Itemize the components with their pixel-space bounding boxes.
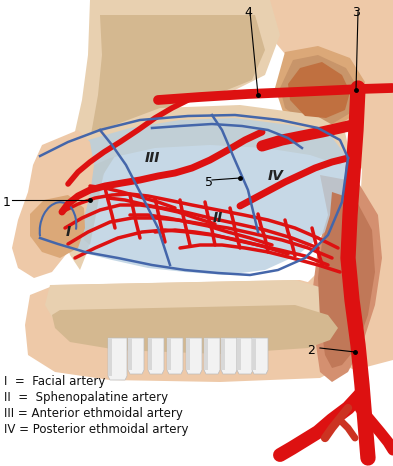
Polygon shape — [252, 338, 268, 374]
Text: III = Anterior ethmoidal artery: III = Anterior ethmoidal artery — [4, 407, 183, 420]
Text: I: I — [66, 225, 71, 239]
Polygon shape — [25, 280, 360, 382]
Polygon shape — [221, 338, 237, 374]
Polygon shape — [186, 338, 202, 374]
Polygon shape — [252, 338, 256, 370]
Polygon shape — [128, 338, 144, 374]
Polygon shape — [288, 62, 350, 118]
Polygon shape — [318, 192, 375, 368]
Polygon shape — [60, 0, 280, 270]
Polygon shape — [45, 280, 345, 352]
Polygon shape — [204, 338, 220, 374]
Text: 4: 4 — [244, 6, 252, 19]
Polygon shape — [167, 338, 171, 370]
Polygon shape — [78, 15, 265, 245]
Polygon shape — [275, 46, 365, 128]
Polygon shape — [204, 338, 208, 370]
Polygon shape — [128, 338, 132, 370]
Text: IV: IV — [268, 169, 284, 183]
Polygon shape — [221, 338, 225, 370]
Polygon shape — [30, 195, 85, 258]
Polygon shape — [35, 118, 348, 275]
Polygon shape — [148, 338, 164, 374]
Text: 1: 1 — [3, 196, 11, 209]
Polygon shape — [52, 305, 338, 354]
Polygon shape — [312, 175, 382, 382]
Text: III: III — [144, 151, 160, 165]
Polygon shape — [148, 338, 152, 370]
Polygon shape — [90, 0, 393, 370]
Polygon shape — [237, 338, 253, 374]
Text: I  =  Facial artery: I = Facial artery — [4, 375, 105, 388]
Polygon shape — [12, 130, 94, 278]
Text: 2: 2 — [307, 344, 315, 357]
Text: II: II — [213, 211, 223, 225]
Text: 3: 3 — [352, 6, 360, 19]
Text: IV = Posterior ethmoidal artery: IV = Posterior ethmoidal artery — [4, 423, 189, 436]
Polygon shape — [280, 55, 358, 124]
Text: II  =  Sphenopalatine artery: II = Sphenopalatine artery — [4, 391, 168, 404]
Polygon shape — [108, 338, 112, 376]
Polygon shape — [88, 105, 350, 168]
Text: 5: 5 — [205, 176, 213, 189]
Polygon shape — [167, 338, 183, 374]
Polygon shape — [237, 338, 241, 370]
Polygon shape — [108, 338, 127, 380]
Polygon shape — [186, 338, 190, 370]
